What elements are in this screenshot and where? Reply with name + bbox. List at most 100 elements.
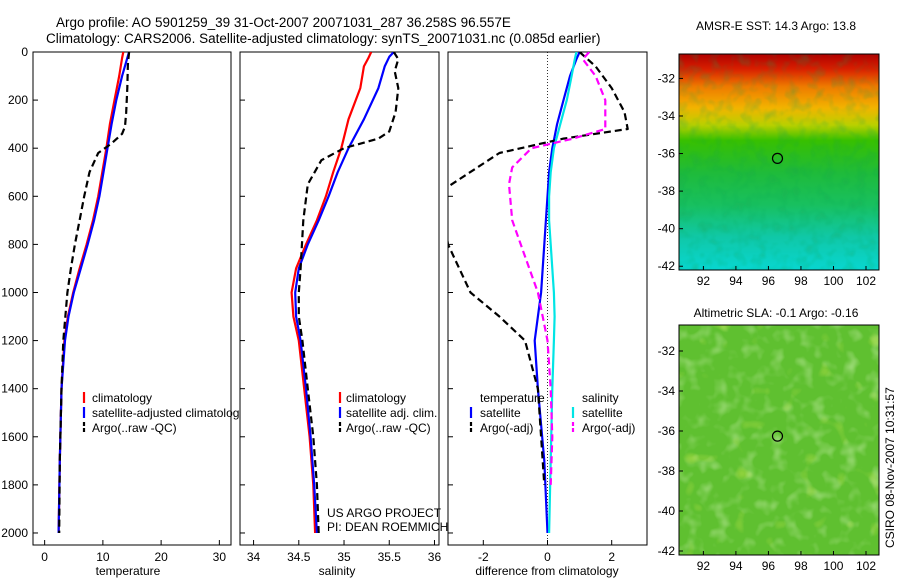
salinity-panel: 34 34.5 35 35.5 36 salinity climatology sate… [239, 51, 448, 578]
x-tick-label: 92 [697, 274, 711, 288]
x-tick-label: 0 [41, 550, 48, 564]
y-tick-label: 600 [8, 189, 28, 203]
y-tick-label: 1000 [1, 285, 28, 299]
difference-legend: temperature satellite Argo(-adj) salinit… [469, 391, 635, 435]
figure-title-line2: Climatology: CARS2006. Satellite-adjuste… [46, 31, 601, 46]
y-tick-label: -34 [658, 384, 676, 398]
difference-ticks: -2 0 2 [448, 51, 615, 564]
y-tick-label: 800 [8, 237, 28, 251]
temperature-legend: climatology satellite-adjusted climatolo… [82, 391, 245, 435]
temperature-axes-frame [32, 51, 232, 546]
legend-title-temperature: temperature [480, 391, 545, 405]
legend-label-temp-satellite: satellite [480, 406, 521, 420]
x-tick-label: 34.5 [287, 550, 311, 564]
x-tick-label: 20 [154, 550, 168, 564]
legend-label-climatology: climatology [92, 391, 152, 405]
y-tick-label: -32 [658, 344, 676, 358]
y-tick-label: 1200 [1, 334, 28, 348]
x-tick-label: 98 [794, 274, 808, 288]
y-tick-label: -38 [658, 464, 676, 478]
y-tick-label: 0 [21, 45, 28, 59]
salinity-axes-frame [239, 51, 440, 546]
series-line-satellite-adjusted-climatology [57, 52, 131, 534]
difference-panel: -2 0 2 difference from climatology tempera… [447, 51, 648, 578]
series-line-argo-raw-qc- [297, 52, 400, 534]
sla-map-panel: Altimetric SLA: -0.1 Argo: -0.16 92 94 96 9… [658, 306, 880, 573]
series-line-temperature-satellite [533, 52, 581, 534]
y-tick-label: 1400 [1, 382, 28, 396]
salinity-xlabel: salinity [319, 564, 356, 578]
temperature-series [57, 52, 131, 534]
sla-map-ticks: 92 94 96 98 100 102 -32 -34 -36 -38 -40 -42 [658, 344, 877, 573]
y-tick-label: -36 [658, 424, 676, 438]
y-tick-label: -40 [658, 504, 676, 518]
legend-label-climatology: climatology [346, 391, 406, 405]
y-tick-label: 1600 [1, 430, 28, 444]
x-tick-label: 30 [213, 550, 227, 564]
sst-map-ticks: 92 94 96 98 100 102 -32 -34 -36 -38 -40 -42 [658, 71, 877, 288]
legend-label-argo: Argo(..raw -QC) [92, 421, 177, 435]
x-tick-label: -2 [478, 550, 489, 564]
x-tick-label: 96 [762, 274, 776, 288]
x-tick-label: 36 [428, 550, 442, 564]
y-tick-label: -42 [658, 544, 676, 558]
x-tick-label: 100 [823, 559, 843, 573]
sst-map-frame [678, 53, 880, 271]
csiro-timestamp: CSIRO 08-Nov-2007 10:31:57 [883, 387, 897, 548]
temperature-panel: 0 10 20 30 0 200 400 600 800 1000 1200 1400 1600 1800… [1, 45, 245, 578]
y-tick-label: 400 [8, 141, 28, 155]
sst-map-title: AMSR-E SST: 14.3 Argo: 13.8 [696, 19, 856, 33]
x-tick-label: 96 [762, 559, 776, 573]
credit-pi: PI: DEAN ROEMMICH [327, 520, 448, 534]
salinity-series [290, 52, 400, 534]
y-tick-label: -34 [658, 109, 676, 123]
credit-project: US ARGO PROJECT [327, 506, 442, 520]
series-line-satellite-adj-clim- [294, 52, 395, 534]
x-tick-label: 92 [697, 559, 711, 573]
salinity-legend: climatology satellite adj. clim. Argo(..… [338, 391, 437, 435]
series-line-temperature-argo-adj- [448, 52, 629, 485]
sla-map-title: Altimetric SLA: -0.1 Argo: -0.16 [694, 306, 859, 320]
temperature-ticks: 0 10 20 30 0 200 400 600 800 1000 1200 1400 1600 1800… [1, 45, 226, 564]
series-line-salinity-satellite [547, 52, 578, 534]
x-tick-label: 35 [337, 550, 351, 564]
argo-location-marker [771, 430, 784, 442]
legend-label-satellite: satellite-adjusted climatology [92, 406, 245, 420]
argo-location-marker [771, 152, 784, 164]
difference-series [448, 52, 629, 534]
salinity-ticks: 34 34.5 35 35.5 36 [240, 51, 442, 564]
x-tick-label: 94 [729, 559, 743, 573]
sla-heatmap [679, 325, 879, 555]
x-tick-label: 0 [544, 550, 551, 564]
series-line-argo-raw-qc- [58, 52, 131, 534]
difference-xlabel: difference from climatology [475, 564, 618, 578]
legend-label-satellite: satellite adj. clim. [346, 406, 437, 420]
y-tick-label: 2000 [1, 526, 28, 540]
legend-label-sal-argo: Argo(-adj) [582, 421, 635, 435]
y-tick-label: -36 [658, 147, 676, 161]
y-tick-label: -32 [658, 71, 676, 85]
y-tick-label: -42 [658, 259, 676, 273]
x-tick-label: 102 [856, 274, 876, 288]
legend-label-sal-satellite: satellite [582, 406, 623, 420]
sla-map-frame [678, 324, 880, 556]
x-tick-label: 34 [247, 550, 261, 564]
sst-map-panel: AMSR-E SST: 14.3 Argo: 13.8 92 94 96 98 100 1… [658, 19, 880, 288]
legend-label-temp-argo: Argo(-adj) [480, 421, 533, 435]
x-tick-label: 94 [729, 274, 743, 288]
y-tick-label: 1800 [1, 478, 28, 492]
y-tick-label: 200 [8, 93, 28, 107]
x-tick-label: 35.5 [378, 550, 402, 564]
temperature-xlabel: temperature [96, 564, 161, 578]
legend-label-argo: Argo(..raw -QC) [346, 421, 431, 435]
x-tick-label: 100 [823, 274, 843, 288]
y-tick-label: -40 [658, 222, 676, 236]
x-tick-label: 98 [794, 559, 808, 573]
y-tick-label: -38 [658, 184, 676, 198]
x-tick-label: 2 [608, 550, 615, 564]
x-tick-label: 102 [856, 559, 876, 573]
legend-title-salinity: salinity [582, 391, 619, 405]
sst-heatmap [679, 54, 879, 270]
series-line-climatology [290, 52, 373, 534]
